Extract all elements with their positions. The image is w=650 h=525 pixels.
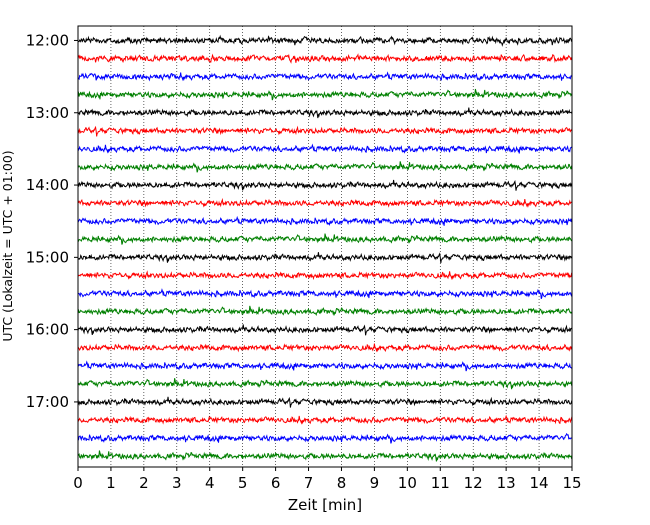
y-tick-label-3: 15:00 (26, 248, 69, 266)
x-tick-label-12: 12 (464, 474, 483, 492)
x-axis-label: Zeit [min] (288, 496, 362, 514)
trace-9 (77, 197, 573, 208)
y-tick-label-0: 12:00 (26, 31, 69, 49)
x-tick-label-2: 2 (139, 474, 149, 492)
x-tick-label-5: 5 (238, 474, 248, 492)
trace-21 (77, 414, 573, 425)
trace-3 (77, 88, 573, 101)
trace-12 (77, 252, 573, 264)
y-tick-label-4: 16:00 (26, 321, 69, 339)
trace-1 (77, 53, 573, 64)
x-tick-label-6: 6 (271, 474, 281, 492)
trace-17 (77, 343, 573, 353)
trace-10 (77, 215, 573, 226)
y-tick-label-5: 17:00 (26, 393, 69, 411)
x-tick-label-1: 1 (106, 474, 116, 492)
tick-layer: 0 1 2 3 4 5 6 7 8 9 10 11 12 13 14 1512:0013:0014:0015:… (26, 31, 582, 492)
x-tick-label-11: 11 (431, 474, 450, 492)
trace-22 (77, 432, 573, 444)
x-tick-label-4: 4 (205, 474, 215, 492)
x-tick-label-9: 9 (370, 474, 380, 492)
y-axis-label: UTC (Lokalzeit = UTC + 01:00) (0, 150, 15, 341)
trace-5 (77, 125, 573, 137)
trace-6 (77, 143, 573, 154)
x-tick-label-8: 8 (337, 474, 347, 492)
x-tick-label-3: 3 (172, 474, 182, 492)
x-tick-label-14: 14 (530, 474, 549, 492)
trace-layer (77, 34, 573, 462)
trace-2 (77, 71, 573, 82)
trace-8 (77, 179, 573, 191)
trace-16 (77, 324, 573, 336)
trace-4 (77, 107, 573, 119)
trace-15 (77, 305, 573, 317)
trace-0 (77, 34, 573, 47)
trace-23 (77, 450, 573, 462)
y-tick-label-2: 14:00 (26, 176, 69, 194)
y-tick-label-1: 13:00 (26, 104, 69, 122)
x-tick-label-13: 13 (497, 474, 516, 492)
x-tick-label-15: 15 (562, 474, 581, 492)
trace-13 (77, 270, 573, 281)
trace-11 (77, 233, 573, 245)
x-tick-label-7: 7 (304, 474, 314, 492)
trace-20 (77, 396, 573, 408)
trace-18 (77, 360, 573, 372)
trace-19 (77, 378, 573, 390)
x-tick-label-0: 0 (73, 474, 83, 492)
x-tick-label-10: 10 (398, 474, 417, 492)
plot-frame (77, 25, 573, 468)
trace-14 (77, 288, 573, 300)
trace-7 (77, 161, 573, 173)
